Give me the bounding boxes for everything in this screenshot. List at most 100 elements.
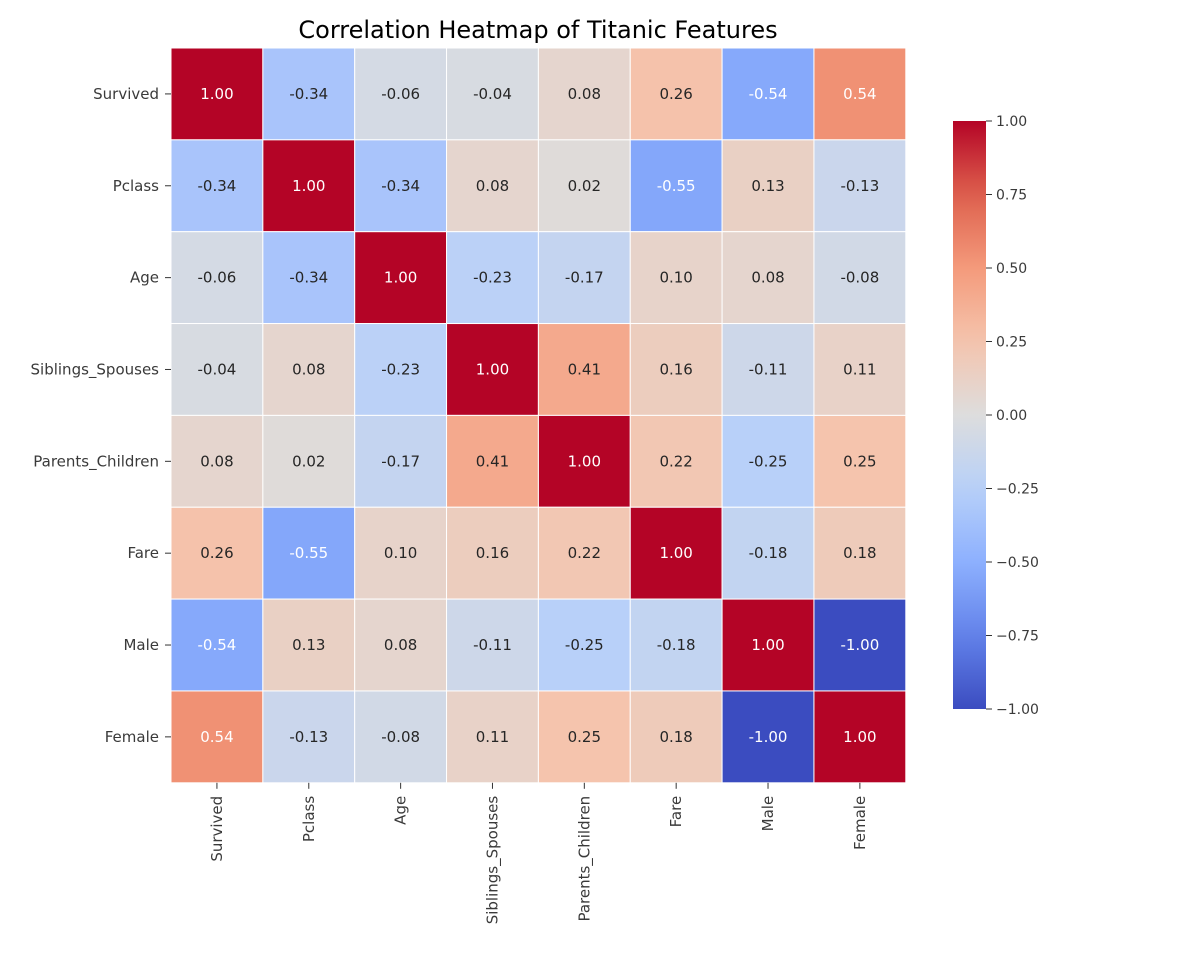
- heatmap-cell: [629, 231, 723, 325]
- y-axis: Survived Pclass Age Siblings_Spouses Parents…: [31, 85, 171, 746]
- cell-value-label: 1.00: [200, 85, 233, 103]
- heatmap-cell: [537, 231, 631, 325]
- heatmap-cell: [170, 231, 264, 325]
- cell-value-label: 0.10: [384, 544, 417, 562]
- cell-value-label: 1.00: [568, 452, 601, 470]
- heatmap-cell: [721, 690, 815, 784]
- heatmap-cell: [262, 139, 356, 233]
- x-axis: Survived Pclass Age Siblings_Spouses Parents…: [208, 782, 869, 925]
- cell-value-label: -0.11: [749, 360, 788, 378]
- cell-value-label: -0.23: [473, 269, 512, 287]
- cell-value-label: 0.13: [751, 177, 784, 195]
- cell-value-label: 0.22: [568, 544, 601, 562]
- cell-value-label: -0.25: [565, 636, 604, 654]
- y-tick-label: Female: [105, 728, 159, 746]
- heatmap-cell: [262, 323, 356, 416]
- heatmap-cell: [446, 598, 539, 692]
- heatmap-cell: [354, 414, 448, 508]
- cell-value-label: 0.25: [843, 452, 876, 470]
- cell-value-label: -0.17: [381, 452, 420, 470]
- x-tick-label: Fare: [667, 796, 685, 828]
- cell-value-label: 0.08: [200, 452, 233, 470]
- heatmap-cell: [170, 506, 264, 600]
- heatmap-cell: [629, 506, 723, 600]
- cell-value-label: 1.00: [843, 728, 876, 746]
- heatmap-cell: [262, 598, 356, 692]
- heatmap-cell: [629, 414, 723, 508]
- cell-value-label: -0.08: [840, 269, 879, 287]
- cell-value-label: -0.06: [198, 269, 237, 287]
- heatmap-cell: [721, 506, 815, 600]
- heatmap-cell: [262, 506, 356, 600]
- heatmap-cell: [629, 323, 723, 416]
- heatmap-cell: [721, 231, 815, 325]
- y-tick-label: Parents_Children: [33, 452, 159, 471]
- heatmap-cell: [813, 506, 907, 600]
- heatmap-cell: [813, 47, 907, 141]
- colorbar-tick-label: 0.75: [996, 188, 1027, 204]
- colorbar-tick-label: −0.50: [996, 555, 1039, 571]
- chart-title: Correlation Heatmap of Titanic Features: [298, 16, 777, 44]
- cell-value-label: -0.54: [198, 636, 237, 654]
- cell-value-label: -0.23: [381, 360, 420, 378]
- cell-value-label: 0.18: [843, 544, 876, 562]
- cell-value-label: 1.00: [384, 269, 417, 287]
- x-tick-label: Age: [392, 796, 410, 825]
- heatmap-cell: [354, 598, 448, 692]
- cell-value-label: -0.18: [657, 636, 696, 654]
- colorbar-tick-label: 1.00: [996, 114, 1027, 130]
- cell-value-label: 0.11: [843, 360, 876, 378]
- heatmap-cell: [170, 414, 264, 508]
- x-tick-label: Siblings_Spouses: [483, 796, 502, 925]
- y-tick-label: Survived: [93, 85, 159, 103]
- x-tick-label: Survived: [208, 796, 226, 862]
- x-tick-label: Parents_Children: [575, 796, 594, 922]
- colorbar-tick-label: 0.00: [996, 408, 1027, 424]
- heatmap-cell: [446, 139, 539, 233]
- cell-value-label: 1.00: [476, 360, 509, 378]
- heatmap-cell: [537, 139, 631, 233]
- cell-value-label: -0.34: [198, 177, 237, 195]
- cell-value-label: 0.16: [476, 544, 509, 562]
- cell-value-label: -0.11: [473, 636, 512, 654]
- cell-value-label: 0.54: [843, 85, 876, 103]
- cell-value-label: -0.18: [749, 544, 788, 562]
- heatmap-cell: [354, 47, 448, 141]
- heatmap-cell: [262, 690, 356, 784]
- cell-value-label: -0.55: [657, 177, 696, 195]
- heatmap-cell: [262, 231, 356, 325]
- heatmap-cell: [629, 139, 723, 233]
- cell-value-label: 0.11: [476, 728, 509, 746]
- cell-value-label: 0.22: [659, 452, 692, 470]
- heatmap-cell: [629, 690, 723, 784]
- heatmap-cell: [721, 323, 815, 416]
- cell-value-label: 0.41: [476, 452, 509, 470]
- cell-value-label: 0.02: [292, 452, 325, 470]
- y-tick-label: Siblings_Spouses: [31, 360, 160, 379]
- cell-value-label: 0.08: [568, 85, 601, 103]
- cell-value-label: -0.13: [289, 728, 328, 746]
- cell-value-label: -0.34: [289, 269, 328, 287]
- heatmap-cell: [537, 323, 631, 416]
- y-tick-label: Pclass: [113, 177, 159, 195]
- heatmap-cell: [813, 414, 907, 508]
- cell-value-label: -0.13: [840, 177, 879, 195]
- heatmap-cell: [629, 598, 723, 692]
- cell-value-label: 0.08: [292, 360, 325, 378]
- heatmap-cell: [446, 231, 539, 325]
- colorbar-tick-label: 0.25: [996, 335, 1027, 351]
- colorbar-scale: [953, 121, 986, 709]
- cell-value-label: -0.04: [198, 360, 237, 378]
- cell-value-label: 0.26: [659, 85, 692, 103]
- cell-value-label: 0.54: [200, 728, 233, 746]
- heatmap-cell: [354, 506, 448, 600]
- x-tick-label: Female: [851, 796, 869, 850]
- heatmap-cell: [446, 506, 539, 600]
- colorbar: 1.00 0.75 0.50 0.25 0.00 −0.25 −0.50 −0.75 −1.00: [953, 114, 1039, 718]
- cell-value-label: -0.55: [289, 544, 328, 562]
- heatmap-cell: [262, 47, 356, 141]
- heatmap-cell: [170, 47, 264, 141]
- cell-value-label: 1.00: [751, 636, 784, 654]
- cell-value-label: 0.18: [659, 728, 692, 746]
